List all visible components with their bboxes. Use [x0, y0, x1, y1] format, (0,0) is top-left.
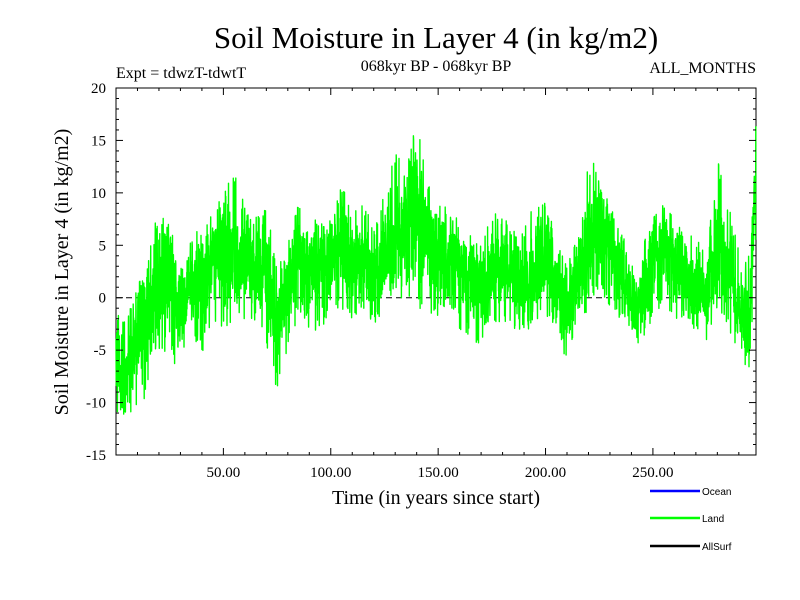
y-tick-label: -10: [86, 396, 106, 412]
plot-area: [115, 87, 757, 456]
chart-title: Soil Moisture in Layer 4 (in kg/m2): [214, 20, 658, 55]
y-tick-label: -15: [86, 448, 106, 464]
x-tick-label: 50.00: [207, 465, 241, 481]
y-tick-label: 0: [99, 291, 107, 307]
x-axis: 50.00 100.00 150.00 200.00 250.00: [136, 88, 740, 481]
subtitle-left: Expt = tdwzT-tdwtT: [116, 65, 246, 82]
legend: Ocean Land AllSurf: [650, 487, 732, 553]
x-tick-label: 200.00: [525, 465, 566, 481]
subtitle-center: 068kyr BP - 068kyr BP: [361, 58, 512, 75]
series-layer: [115, 126, 757, 415]
y-tick-label: 20: [91, 81, 106, 97]
series-line-land: [115, 126, 757, 415]
subtitle-right: ALL_MONTHS: [649, 60, 756, 77]
legend-label: Ocean: [702, 487, 731, 498]
legend-label: Land: [702, 514, 724, 525]
x-tick-label: 250.00: [632, 465, 673, 481]
y-axis: -15 -10 -5 0 5 10 15 20: [86, 81, 756, 464]
x-tick-label: 150.00: [418, 465, 459, 481]
x-axis-label: Time (in years since start): [332, 487, 540, 509]
y-axis-label: Soil Moisture in Layer 4 (in kg/m2): [51, 129, 73, 416]
y-tick-label: 15: [91, 133, 106, 149]
y-tick-label: 5: [99, 238, 107, 254]
y-tick-label: 10: [91, 186, 106, 202]
legend-label: AllSurf: [702, 542, 732, 553]
x-tick-label: 100.00: [310, 465, 351, 481]
y-tick-label: -5: [94, 343, 107, 359]
